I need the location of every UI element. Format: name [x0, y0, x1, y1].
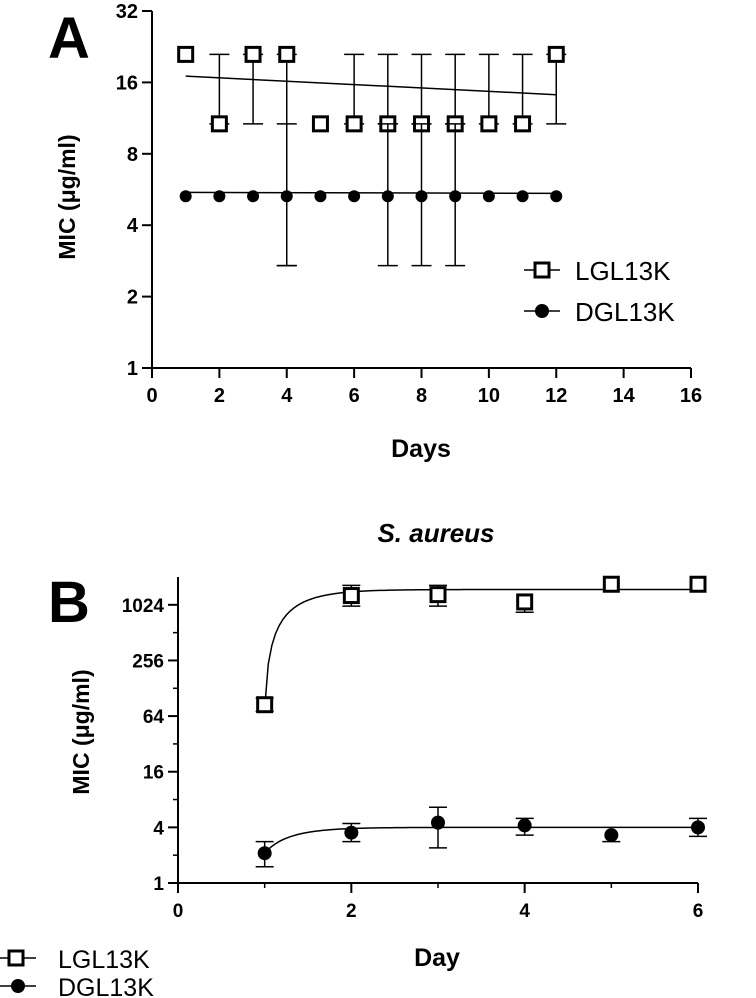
legend-a-item-lgl13k: LGL13K — [524, 256, 671, 286]
data-point-lgl13k — [516, 593, 534, 611]
data-point-lgl13k — [244, 45, 262, 63]
data-point-lgl13k — [177, 45, 195, 63]
legend-a-label-lgl13k: LGL13K — [575, 256, 671, 286]
data-point-dgl13k — [348, 190, 361, 203]
data-point-lgl13k — [278, 45, 296, 63]
data-point-lgl13k — [689, 575, 707, 593]
data-point-lgl13k — [342, 587, 360, 605]
data-point-dgl13k — [314, 190, 327, 203]
x-tick-label: 16 — [680, 385, 702, 407]
data-point-dgl13k — [482, 190, 495, 203]
legend-b-item-dgl13k: DGL13K — [0, 974, 154, 998]
x-tick-label: 6 — [349, 385, 360, 407]
data-point-lgl13k — [345, 115, 363, 133]
y-tick-label: 16 — [143, 763, 164, 784]
x-tick-label: 4 — [519, 901, 530, 922]
chart-b-title: S. aureus — [377, 518, 494, 548]
x-tick-label: 12 — [545, 385, 567, 407]
data-point-dgl13k — [691, 820, 705, 835]
x-tick-label: 2 — [214, 385, 225, 407]
fit-line — [185, 191, 557, 195]
chart-a-ylabel: MIC (μg/ml) — [54, 134, 80, 259]
x-tick-label: 14 — [613, 385, 636, 407]
fit-curve — [263, 588, 698, 709]
data-point-dgl13k — [449, 190, 462, 203]
fit-line — [185, 75, 557, 96]
chart-a-xlabel: Days — [391, 435, 451, 463]
data-point-dgl13k — [213, 190, 226, 203]
fit-curve — [264, 826, 698, 854]
x-tick-label: 10 — [478, 385, 500, 407]
panel-label-b: B — [48, 570, 90, 635]
legend-b: LGL13K DGL13K — [0, 946, 154, 998]
data-point-lgl13k — [514, 115, 532, 133]
data-point-dgl13k — [381, 190, 394, 203]
data-point-dgl13k — [431, 815, 445, 830]
data-point-dgl13k — [517, 818, 532, 833]
data-point-dgl13k — [179, 190, 192, 203]
y-tick-label: 1 — [153, 874, 164, 895]
chart-b-xlabel: Day — [414, 944, 460, 972]
data-point-lgl13k — [311, 115, 329, 133]
data-point-dgl13k — [415, 190, 428, 203]
legend-a: LGL13K DGL13K — [524, 256, 675, 327]
y-tick-label: 4 — [153, 818, 164, 839]
legend-open-square-icon — [533, 261, 551, 279]
y-tick-label: 4 — [127, 215, 139, 237]
data-point-lgl13k — [256, 696, 274, 714]
legend-open-square-icon — [7, 949, 25, 967]
y-tick-label: 32 — [116, 1, 138, 23]
data-point-dgl13k — [257, 846, 272, 861]
y-tick-label: 1 — [127, 358, 138, 380]
legend-b-label-dgl13k: DGL13K — [58, 974, 154, 998]
y-tick-label: 2 — [127, 287, 138, 309]
data-point-dgl13k — [344, 825, 359, 840]
chart-b-ylabel: MIC (μg/ml) — [68, 669, 94, 794]
chart-b: 1 4 16 64 256 1024 0 2 4 6 — [122, 575, 707, 922]
legend-b-label-lgl13k: LGL13K — [58, 946, 150, 974]
panel-label-a: A — [48, 6, 90, 71]
x-tick-label: 6 — [693, 901, 704, 922]
y-tick-label: 256 — [132, 651, 164, 672]
data-point-lgl13k — [480, 115, 498, 133]
x-tick-label: 8 — [416, 385, 427, 407]
data-point-dgl13k — [247, 190, 260, 203]
data-point-lgl13k — [547, 45, 565, 63]
y-tick-label: 8 — [127, 144, 138, 166]
legend-a-item-dgl13k: DGL13K — [524, 297, 675, 327]
data-point-lgl13k — [429, 586, 447, 604]
legend-b-item-lgl13k: LGL13K — [0, 946, 150, 974]
legend-a-label-dgl13k: DGL13K — [575, 297, 675, 327]
data-point-lgl13k — [210, 115, 228, 133]
legend-filled-circle-icon — [11, 979, 25, 993]
x-tick-label: 2 — [346, 901, 357, 922]
data-point-dgl13k — [516, 190, 529, 203]
data-point-dgl13k — [550, 190, 563, 203]
y-tick-label: 64 — [143, 707, 165, 728]
x-tick-label: 4 — [281, 385, 293, 407]
data-point-lgl13k — [602, 575, 620, 593]
x-tick-label: 0 — [146, 385, 157, 407]
data-point-dgl13k — [280, 190, 293, 203]
x-tick-label: 0 — [173, 901, 184, 922]
y-tick-label: 16 — [116, 72, 138, 94]
y-tick-label: 1024 — [122, 596, 165, 617]
legend-filled-circle-icon — [535, 304, 549, 318]
data-point-dgl13k — [604, 828, 619, 843]
